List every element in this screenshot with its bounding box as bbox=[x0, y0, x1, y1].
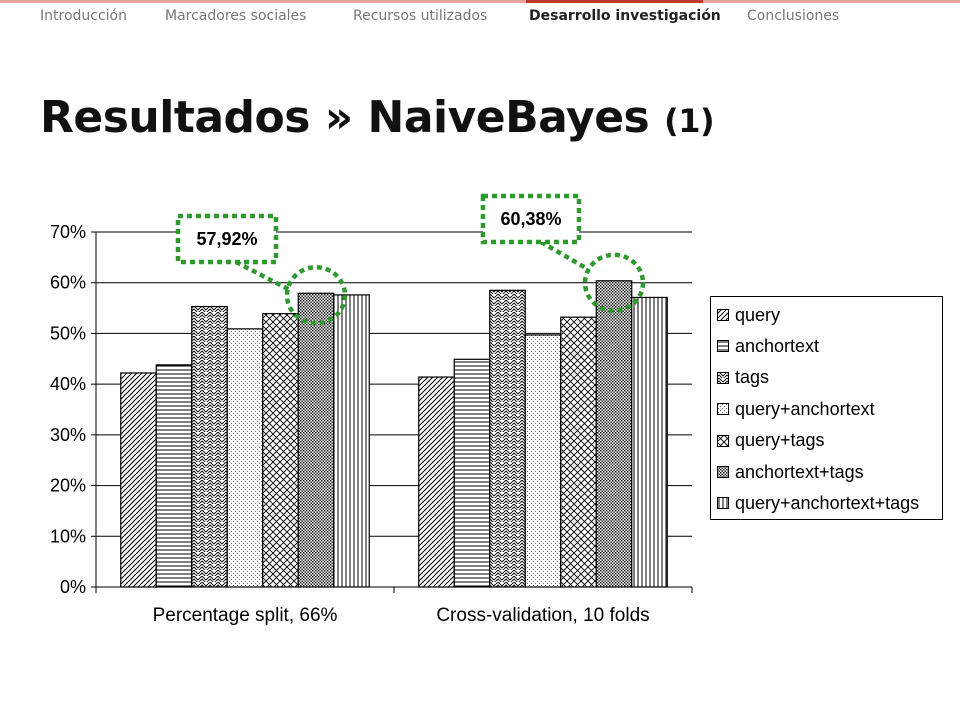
legend-swatch bbox=[717, 497, 729, 510]
y-tick-label: 50% bbox=[50, 323, 86, 343]
legend-swatch bbox=[717, 340, 729, 353]
legend-swatch bbox=[717, 309, 729, 321]
page-title: Resultados » NaiveBayes (1) bbox=[40, 92, 715, 143]
chart-legend: query anchortext tags query+anchortext query… bbox=[710, 296, 943, 520]
legend-item: query bbox=[717, 301, 780, 329]
bar-query-anchortext-tags bbox=[333, 294, 370, 588]
bar-query bbox=[418, 376, 455, 588]
legend-item: anchortext bbox=[717, 332, 819, 360]
legend-label: query+anchortext bbox=[735, 398, 875, 419]
bar-anchortext bbox=[155, 364, 193, 588]
legend-swatch bbox=[717, 434, 729, 447]
callout-2: 60,38% bbox=[480, 193, 646, 314]
legend-item: anchortext+tags bbox=[717, 458, 864, 486]
legend-label: anchortext bbox=[735, 335, 820, 356]
callout-box bbox=[175, 213, 279, 265]
page-title-suffix: (1) bbox=[664, 102, 715, 140]
legend-label: tags bbox=[735, 367, 770, 388]
x-category-label: Percentage split, 66% bbox=[153, 605, 338, 626]
bar-anchortext bbox=[453, 358, 491, 588]
bar-anchortext-tags bbox=[595, 280, 633, 588]
y-tick-label: 30% bbox=[50, 425, 86, 445]
x-category-label: Cross-validation, 10 folds bbox=[436, 605, 649, 626]
nav-divider bbox=[0, 0, 960, 3]
callout-pointer bbox=[234, 260, 292, 292]
callout-box bbox=[480, 193, 582, 245]
tab-conclusiones[interactable]: Conclusiones bbox=[747, 8, 840, 24]
bar-query-tags bbox=[262, 313, 299, 588]
y-tick-label: 20% bbox=[50, 476, 86, 496]
bar-query-anchortext bbox=[226, 328, 264, 588]
y-tick-label: 0% bbox=[60, 577, 86, 597]
legend-label: query+anchortext+tags bbox=[735, 492, 920, 513]
legend-swatch bbox=[717, 466, 729, 478]
tab-desarrollo-investigacion[interactable]: Desarrollo investigación bbox=[529, 8, 721, 24]
callout-circle bbox=[284, 265, 348, 326]
callout-1: 57,92% bbox=[175, 213, 348, 326]
y-tick-label: 70% bbox=[50, 222, 86, 242]
legend-label: query+tags bbox=[735, 430, 825, 451]
legend-swatch bbox=[717, 371, 729, 384]
bar-query-anchortext-tags bbox=[631, 296, 668, 588]
legend-item: query+anchortext+tags bbox=[717, 489, 919, 517]
y-tick-label: 60% bbox=[50, 273, 86, 293]
tab-marcadores-sociales[interactable]: Marcadores sociales bbox=[165, 8, 307, 24]
nav-active-indicator bbox=[526, 0, 703, 3]
bar-query-tags bbox=[560, 316, 597, 588]
callout-label: 60,38% bbox=[500, 209, 561, 229]
callout-circle bbox=[582, 252, 646, 314]
nav-bar: Introducción Marcadores sociales Recurso… bbox=[0, 0, 960, 36]
bar-tags bbox=[191, 305, 228, 588]
y-tick-label: 40% bbox=[50, 374, 86, 394]
tab-recursos-utilizados[interactable]: Recursos utilizados bbox=[353, 8, 488, 24]
legend-item: tags bbox=[717, 364, 769, 392]
bar-anchortext-tags bbox=[297, 292, 335, 588]
bar-tags bbox=[489, 289, 526, 588]
tab-introduccion[interactable]: Introducción bbox=[40, 8, 127, 24]
callout-label: 57,92% bbox=[196, 229, 257, 249]
legend-label: anchortext+tags bbox=[735, 461, 864, 482]
page-title-text: Resultados » NaiveBayes bbox=[40, 92, 650, 143]
callout-pointer bbox=[539, 240, 588, 270]
legend-swatch bbox=[717, 403, 729, 416]
bar-query bbox=[120, 372, 157, 588]
y-tick-label: 10% bbox=[50, 526, 86, 546]
legend-label: query bbox=[735, 304, 781, 325]
legend-item: query+anchortext bbox=[717, 395, 875, 423]
legend-item: query+tags bbox=[717, 427, 825, 455]
bar-query-anchortext bbox=[524, 334, 562, 588]
